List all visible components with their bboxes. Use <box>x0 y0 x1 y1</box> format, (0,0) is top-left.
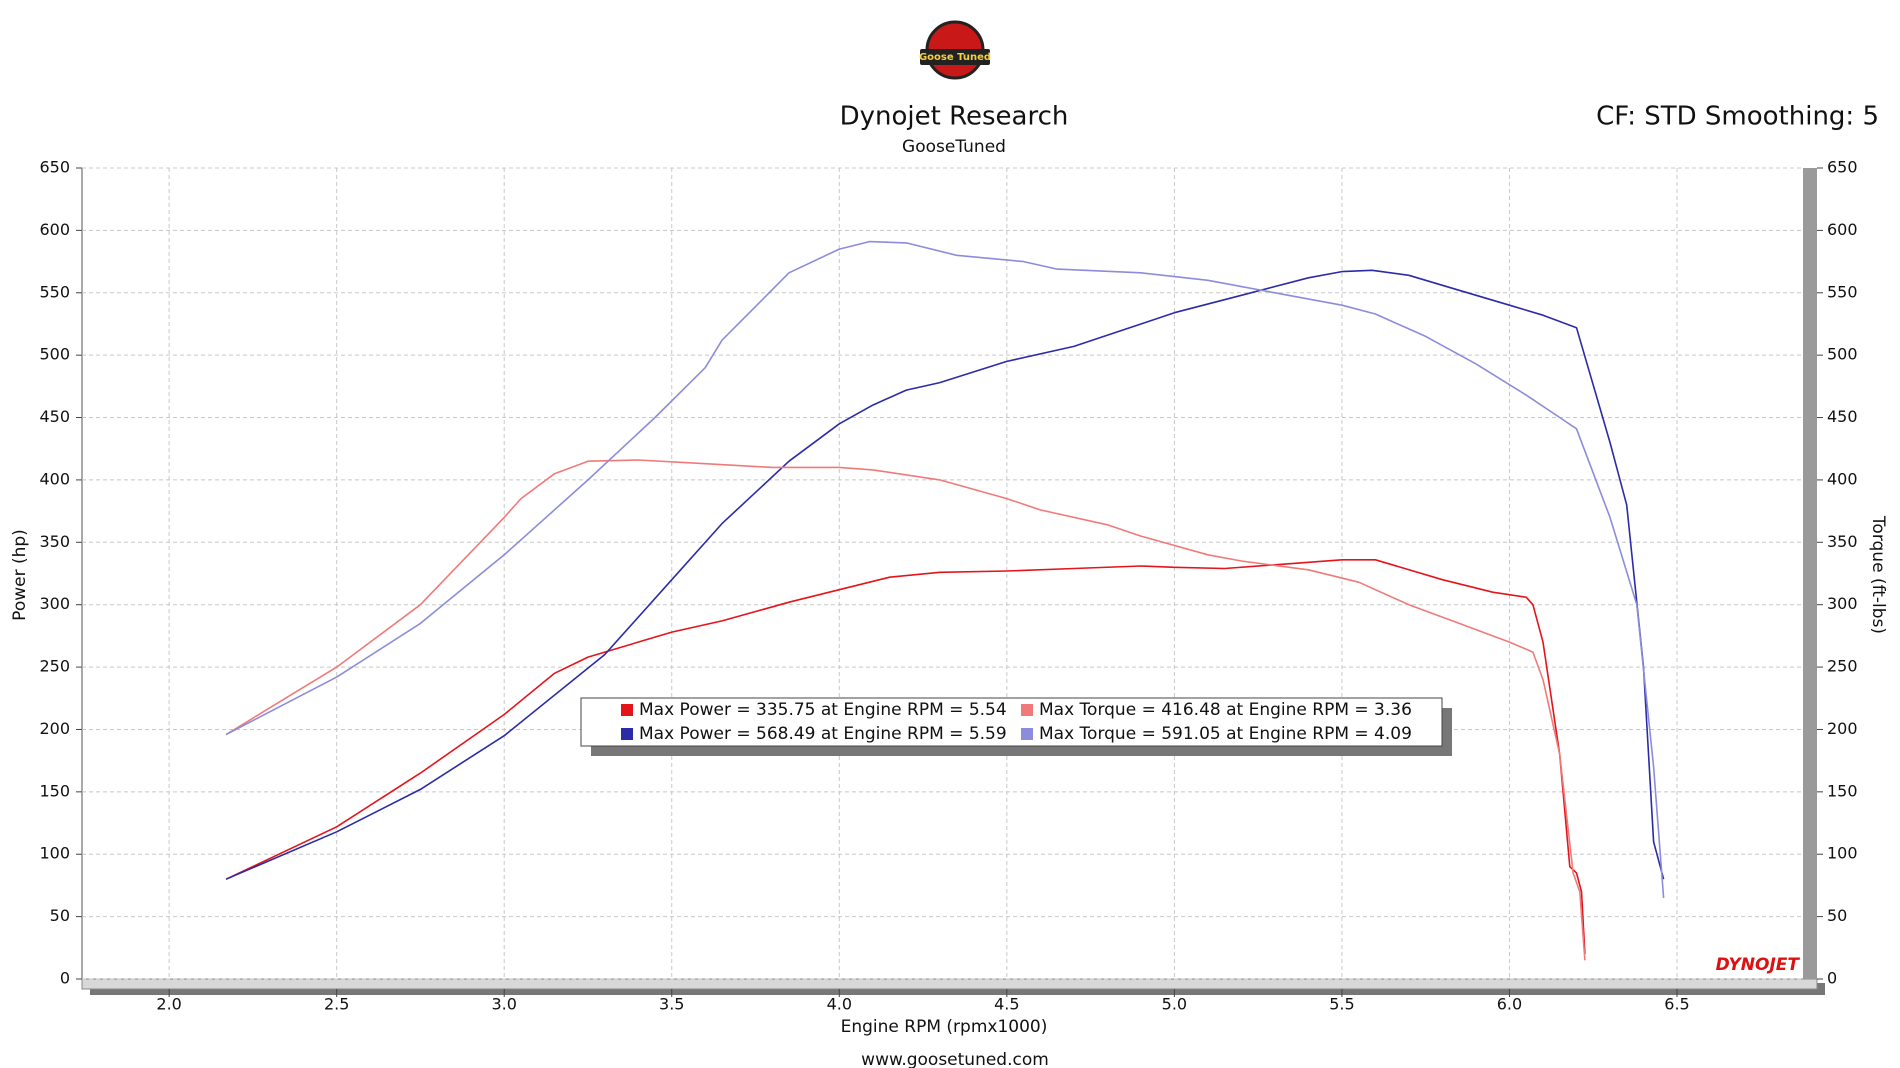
legend-swatch <box>1021 704 1033 716</box>
x-axis-label: Engine RPM (rpmx1000) <box>841 1017 1048 1037</box>
x-tick-label: 5.0 <box>1162 995 1187 1014</box>
y2-tick-label: 150 <box>1827 781 1858 800</box>
y-tick-label: 450 <box>39 407 70 426</box>
y2-tick-label: 500 <box>1827 345 1858 364</box>
x-tick-label: 3.5 <box>659 995 684 1014</box>
y2-tick-label: 450 <box>1827 407 1858 426</box>
legend-box <box>580 697 1443 747</box>
y2-tick-label: 350 <box>1827 532 1858 551</box>
x-tick-label: 4.5 <box>994 995 1019 1014</box>
y-tick-label: 350 <box>39 532 70 551</box>
y2-tick-label: 650 <box>1827 158 1858 177</box>
series-line <box>225 459 1586 961</box>
y-tick-label: 150 <box>39 781 70 800</box>
chart-title: Dynojet Research <box>840 102 1069 132</box>
y2-tick-label: 300 <box>1827 594 1858 613</box>
y-tick-label: 550 <box>39 282 70 301</box>
chart-subtitle: GooseTuned <box>902 137 1006 157</box>
logo: Goose Tuned <box>919 20 991 80</box>
x-tick-label: 5.5 <box>1329 995 1354 1014</box>
legend-label: Max Power = 335.75 at Engine RPM = 5.54 <box>639 700 1007 720</box>
logo-text: Goose Tuned <box>919 52 991 63</box>
y-tick-label: 100 <box>39 844 70 863</box>
right-axis-bar <box>1803 168 1817 979</box>
legend-label: Max Torque = 416.48 at Engine RPM = 3.36 <box>1039 700 1412 720</box>
y-tick-label: 250 <box>39 657 70 676</box>
corner-note: CF: STD Smoothing: 5 <box>1596 102 1879 132</box>
legend-swatch <box>621 728 633 740</box>
y-tick-label: 500 <box>39 345 70 364</box>
y-tick-label: 300 <box>39 594 70 613</box>
y2-tick-label: 100 <box>1827 844 1858 863</box>
x-tick-label: 4.0 <box>827 995 852 1014</box>
y-axis-label: Power (hp) <box>10 529 30 621</box>
x-tick-label: 6.0 <box>1497 995 1522 1014</box>
legend-swatch <box>621 704 633 716</box>
y-tick-label: 0 <box>60 969 70 988</box>
x-tick-label: 3.0 <box>491 995 516 1014</box>
y-tick-label: 600 <box>39 220 70 239</box>
y2-tick-label: 0 <box>1827 969 1837 988</box>
series-line <box>225 559 1586 955</box>
bottom-axis-bar <box>81 978 1818 990</box>
y-tick-label: 400 <box>39 469 70 488</box>
x-tick-label: 2.5 <box>324 995 349 1014</box>
y-tick-label: 650 <box>39 158 70 177</box>
y2-tick-label: 250 <box>1827 657 1858 676</box>
watermark: DYNOJET <box>1716 955 1801 975</box>
y2-tick-label: 550 <box>1827 282 1858 301</box>
legend-label: Max Torque = 591.05 at Engine RPM = 4.09 <box>1039 724 1412 744</box>
x-tick-label: 2.0 <box>156 995 181 1014</box>
y2-axis-label: Torque (ft-lbs) <box>1868 515 1888 634</box>
y2-tick-label: 50 <box>1827 906 1847 925</box>
y-tick-label: 50 <box>50 906 70 925</box>
y2-tick-label: 600 <box>1827 220 1858 239</box>
y2-tick-label: 400 <box>1827 469 1858 488</box>
legend-label: Max Power = 568.49 at Engine RPM = 5.59 <box>639 724 1007 744</box>
series-line <box>225 269 1665 880</box>
footer: www.goosetuned.com <box>861 1050 1049 1068</box>
series-line <box>225 240 1665 898</box>
x-tick-label: 6.5 <box>1664 995 1689 1014</box>
y2-tick-label: 200 <box>1827 719 1858 738</box>
legend-swatch <box>1021 728 1033 740</box>
y-tick-label: 200 <box>39 719 70 738</box>
